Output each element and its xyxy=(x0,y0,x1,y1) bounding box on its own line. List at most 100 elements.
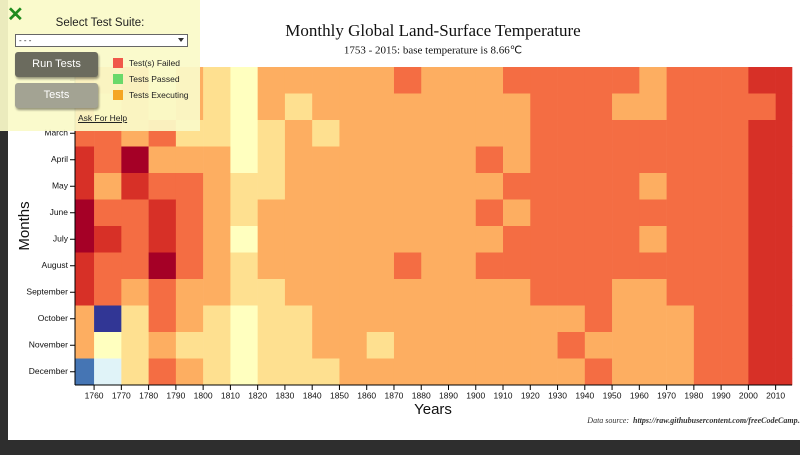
heat-cell xyxy=(448,332,477,359)
heat-cell xyxy=(312,252,340,280)
heat-cell xyxy=(94,226,122,253)
heat-cell xyxy=(584,226,613,253)
heat-cell xyxy=(203,305,231,333)
heat-cell xyxy=(230,93,258,121)
heat-cell xyxy=(475,93,504,121)
heat-cell xyxy=(612,120,640,147)
heat-cell xyxy=(775,226,793,253)
heat-cell xyxy=(312,305,340,333)
heat-cell xyxy=(557,199,586,227)
suite-select[interactable]: - - - xyxy=(15,34,188,47)
heat-cell xyxy=(557,358,586,386)
x-tick-label: 1780 xyxy=(139,390,158,400)
heat-cell xyxy=(339,146,368,174)
heat-cell xyxy=(775,146,793,174)
heat-cell xyxy=(693,93,722,121)
heat-cell xyxy=(284,279,313,306)
heat-cell xyxy=(639,146,667,174)
heat-cell xyxy=(721,279,749,306)
heat-cell xyxy=(503,305,531,333)
close-icon[interactable]: ✕ xyxy=(7,4,24,26)
heat-cell xyxy=(148,279,177,306)
heat-cell xyxy=(121,199,149,227)
heat-cell xyxy=(448,358,477,386)
heat-cell xyxy=(421,332,449,359)
heat-cell xyxy=(639,332,667,359)
heat-cell xyxy=(339,120,368,147)
heat-cell xyxy=(148,332,177,359)
heat-cell xyxy=(421,146,449,174)
heat-cell xyxy=(775,358,793,386)
heat-cell xyxy=(366,252,395,280)
heat-cell xyxy=(503,120,531,147)
heat-cell xyxy=(203,120,231,147)
heat-cell xyxy=(203,226,231,253)
heat-cell xyxy=(530,146,558,174)
heat-cell xyxy=(693,279,722,306)
heat-cell xyxy=(230,305,258,333)
heat-cell xyxy=(148,358,177,386)
heat-cell xyxy=(612,173,640,200)
x-tick-label: 1880 xyxy=(412,390,431,400)
x-tick-label: 1910 xyxy=(494,390,513,400)
heat-cell xyxy=(666,305,695,333)
heat-cell xyxy=(230,226,258,253)
heat-cell xyxy=(339,226,368,253)
heat-cell xyxy=(203,67,231,94)
heat-cell xyxy=(366,226,395,253)
heat-cell xyxy=(584,120,613,147)
heat-cell xyxy=(312,332,340,359)
source-link[interactable]: https://raw.githubusercontent.com/freeCo… xyxy=(633,416,800,425)
heat-cell xyxy=(148,305,177,333)
heat-cell xyxy=(748,358,776,386)
heat-cell xyxy=(557,252,586,280)
heat-cell xyxy=(75,305,95,333)
heat-cell xyxy=(312,93,340,121)
heat-cell xyxy=(148,252,177,280)
x-tick-label: 1800 xyxy=(194,390,213,400)
x-tick-label: 1960 xyxy=(630,390,649,400)
heat-cell xyxy=(475,120,504,147)
source-label: Data source: xyxy=(586,416,629,425)
heat-cell xyxy=(393,146,422,174)
heat-cell xyxy=(175,279,204,306)
heat-cell xyxy=(721,120,749,147)
heat-cell xyxy=(693,173,722,200)
heat-cell xyxy=(503,252,531,280)
heat-cell xyxy=(448,93,477,121)
heat-cell xyxy=(175,173,204,200)
run-tests-button[interactable]: Run Tests xyxy=(15,52,98,77)
heat-cell xyxy=(312,358,340,386)
heat-cell xyxy=(666,146,695,174)
heat-cell xyxy=(721,199,749,227)
heat-cell xyxy=(639,305,667,333)
x-tick-label: 1850 xyxy=(330,390,349,400)
y-tick-label: October xyxy=(38,313,68,323)
heat-cell xyxy=(503,199,531,227)
help-link[interactable]: Ask For Help xyxy=(78,113,128,123)
heat-cell xyxy=(612,226,640,253)
heat-cell xyxy=(75,252,95,280)
heat-cell xyxy=(530,305,558,333)
tests-button[interactable]: Tests xyxy=(15,83,98,108)
heat-cell xyxy=(257,173,286,200)
heat-cell xyxy=(203,279,231,306)
heat-cell xyxy=(666,332,695,359)
heat-cell xyxy=(557,305,586,333)
x-tick-label: 1830 xyxy=(275,390,294,400)
heat-cell xyxy=(530,67,558,94)
heat-cell xyxy=(639,358,667,386)
heat-cell xyxy=(475,252,504,280)
heat-cell xyxy=(230,173,258,200)
x-tick-label: 1980 xyxy=(684,390,703,400)
heat-cell xyxy=(612,146,640,174)
heat-cell xyxy=(203,358,231,386)
heat-cell xyxy=(666,252,695,280)
heat-cell xyxy=(75,199,95,227)
heat-cell xyxy=(148,199,177,227)
heat-cell xyxy=(584,332,613,359)
heat-cell xyxy=(366,305,395,333)
x-tick-label: 1870 xyxy=(385,390,404,400)
heat-cell xyxy=(257,67,286,94)
heat-cell xyxy=(284,173,313,200)
